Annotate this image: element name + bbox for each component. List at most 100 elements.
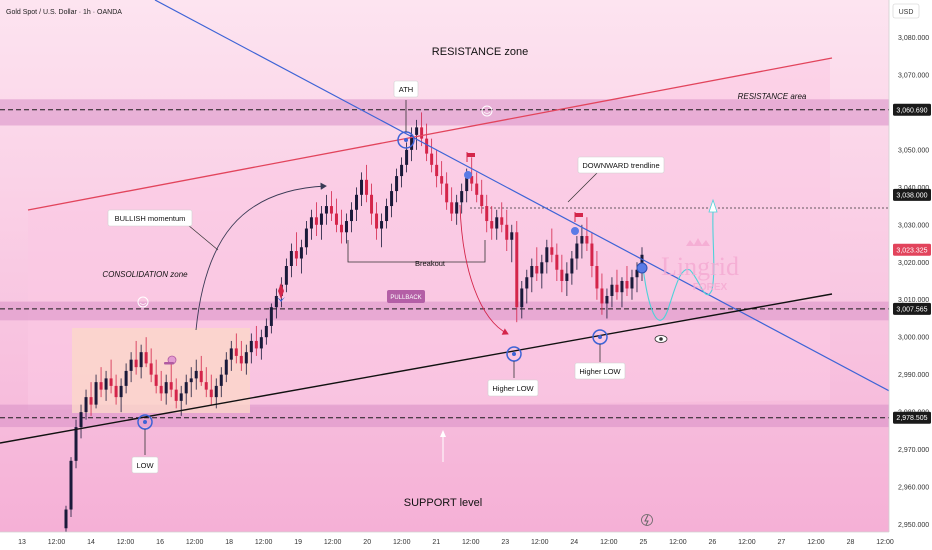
candle-body [214, 385, 218, 398]
breakout-bracket [347, 240, 486, 263]
bullish-momentum-arrow [195, 182, 327, 331]
candle-body [204, 382, 208, 390]
projection-path [642, 211, 715, 321]
candle-body [435, 164, 439, 177]
candle-body [525, 277, 529, 289]
candle-body [244, 352, 248, 364]
resistance-area-label: RESISTANCE area [738, 92, 807, 101]
time-axis-background [0, 532, 932, 550]
symbol-title: Gold Spot / U.S. Dollar · 1h · OANDA [6, 9, 122, 16]
y-tick-label: 3,000.000 [898, 335, 929, 342]
x-tick-label: 12:00 [186, 539, 204, 546]
candle-body [64, 509, 68, 529]
candle-body [445, 183, 449, 203]
candle-body [254, 340, 258, 349]
candle-body [224, 359, 228, 375]
candle-body [465, 176, 469, 192]
candle-body [635, 269, 639, 278]
candle-body [299, 247, 303, 259]
candle-body [114, 385, 118, 398]
candle-body [134, 359, 138, 368]
candle-body [69, 460, 73, 510]
candle-body [505, 224, 509, 240]
candle-body [199, 370, 203, 383]
candle-body [410, 134, 414, 150]
downward-trendline [154, 0, 926, 411]
candle-body [339, 224, 343, 233]
x-tick-label: 12:00 [117, 539, 135, 546]
downward-trendline-box [577, 156, 665, 174]
candle-body [304, 228, 308, 248]
bullish-momentum-box [107, 209, 193, 227]
y-tick-label: 2,950.000 [898, 522, 929, 529]
y-tick-label: 2,970.000 [898, 447, 929, 454]
candle-body [319, 213, 323, 225]
candle-body [415, 127, 419, 135]
candle-body [194, 370, 198, 379]
price-tag-label: 3,038.000 [896, 192, 927, 199]
higher-low-label-2: Higher LOW [579, 367, 621, 376]
candle-body [455, 202, 459, 214]
candle-body [475, 183, 479, 195]
candle-body [490, 221, 494, 229]
y-tick-label: 3,080.000 [898, 35, 929, 42]
currency-box [892, 3, 920, 19]
candle-body [360, 179, 364, 195]
x-tick-label: 20 [363, 539, 371, 546]
candle-body [184, 382, 188, 394]
candle-body [129, 359, 133, 371]
candle-body [565, 273, 569, 281]
candle-body [630, 277, 634, 289]
candle-body [84, 397, 88, 413]
y-tick-label: 3,020.000 [898, 260, 929, 267]
candle-body [219, 374, 223, 386]
candle-body [625, 280, 629, 289]
candle-body [375, 213, 379, 229]
x-tick-label: 28 [847, 539, 855, 546]
price-tag-label: 3,060.690 [896, 107, 927, 114]
happy-face-icon [481, 105, 493, 117]
candle-body [615, 284, 619, 293]
candle-body [530, 266, 534, 278]
support-arrow-head [440, 430, 446, 437]
x-tick-label: 12:00 [600, 539, 618, 546]
x-tick-label: 27 [778, 539, 786, 546]
low-box [131, 456, 159, 474]
candle-body [365, 179, 369, 195]
support-level-label: SUPPORT level [404, 497, 482, 509]
candle-body [189, 378, 193, 383]
x-tick-label: 12:00 [531, 539, 549, 546]
ath-box [393, 80, 419, 98]
breakout-label: Breakout [415, 259, 446, 268]
price-tag-box [893, 103, 931, 116]
candle-body [470, 176, 474, 184]
resistance-area-band [0, 99, 889, 126]
x-tick-label: 21 [432, 539, 440, 546]
flag-icon [466, 152, 475, 162]
x-tick-label: 12:00 [324, 539, 342, 546]
x-tick-label: 12:00 [807, 539, 825, 546]
candle-body [309, 217, 313, 229]
price-tag-box [893, 188, 931, 201]
ath-label: ATH [399, 85, 413, 94]
bullish-callout-leader [187, 224, 219, 251]
x-tick-label: 19 [294, 539, 302, 546]
y-tick-label: 2,960.000 [898, 485, 929, 492]
candle-body [119, 385, 123, 398]
candle-body [154, 374, 158, 386]
happy-face-icon-2 [137, 296, 149, 308]
candle-body [139, 352, 143, 368]
candle-body [239, 355, 243, 364]
candle-body [355, 194, 359, 210]
center-dot-hl1 [512, 352, 516, 356]
candle-body [420, 127, 424, 139]
x-tick-label: 12:00 [48, 539, 66, 546]
candle-body [314, 217, 318, 225]
candle-body [585, 236, 589, 244]
candle-body [164, 382, 168, 394]
higher-low-box-1 [487, 379, 539, 397]
x-tick-label: 25 [639, 539, 647, 546]
candle-body [520, 288, 524, 308]
candle-body [89, 397, 93, 405]
